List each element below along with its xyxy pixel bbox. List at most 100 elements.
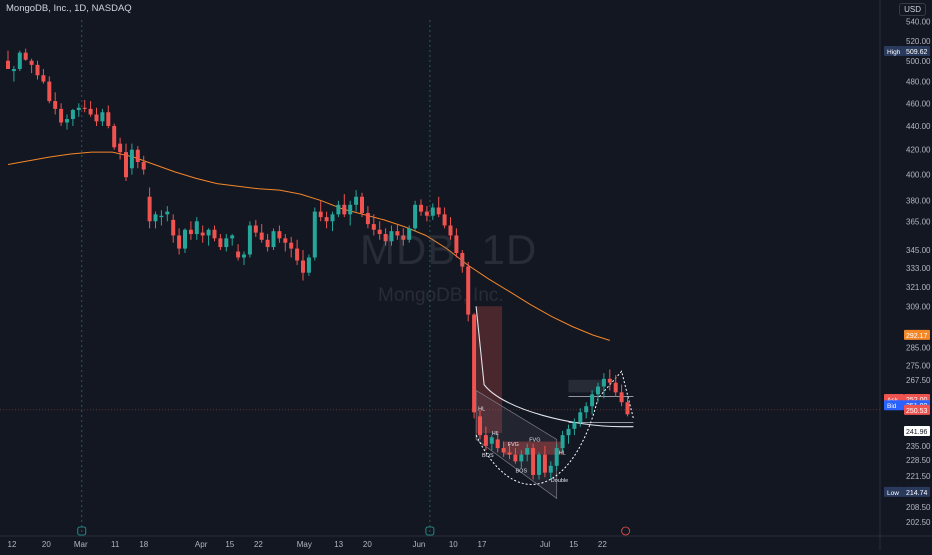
candle-body[interactable] (495, 439, 500, 449)
candle-body[interactable] (572, 422, 577, 429)
candle-body[interactable] (94, 114, 99, 122)
candle-body[interactable] (519, 454, 524, 462)
candle-body[interactable] (29, 60, 34, 65)
candle-body[interactable] (88, 108, 93, 115)
candle-body[interactable] (129, 149, 134, 169)
currency-button[interactable]: USD (899, 3, 926, 16)
candle-body[interactable] (507, 452, 512, 455)
candle-body[interactable] (607, 378, 612, 383)
candle-body[interactable] (23, 52, 28, 60)
candle-body[interactable] (171, 219, 176, 236)
candle-body[interactable] (153, 214, 158, 222)
candle-body[interactable] (106, 112, 111, 126)
candle-body[interactable] (360, 196, 364, 213)
candle-body[interactable] (283, 238, 288, 243)
candle-body[interactable] (82, 107, 87, 109)
candle-body[interactable] (513, 454, 518, 462)
candle-body[interactable] (118, 143, 123, 153)
candle-body[interactable] (383, 234, 388, 242)
candle-body[interactable] (312, 211, 317, 258)
candle-body[interactable] (236, 251, 241, 258)
candle-body[interactable] (548, 465, 553, 473)
candle-body[interactable] (365, 212, 370, 225)
candle-body[interactable] (560, 435, 565, 449)
candle-body[interactable] (501, 448, 506, 453)
candle-body[interactable] (70, 109, 75, 120)
candle-body[interactable] (619, 392, 624, 403)
candle-body[interactable] (230, 235, 235, 239)
candle-body[interactable] (554, 448, 559, 466)
candle-body[interactable] (124, 152, 128, 178)
candle-body[interactable] (76, 107, 81, 110)
candle-body[interactable] (395, 231, 400, 236)
candle-body[interactable] (212, 229, 217, 239)
candle-body[interactable] (277, 231, 282, 239)
candle-body[interactable] (401, 235, 406, 240)
candle-body[interactable] (596, 386, 600, 395)
candle-body[interactable] (454, 235, 459, 254)
candle-body[interactable] (566, 428, 571, 436)
candle-body[interactable] (177, 235, 182, 249)
candle-body[interactable] (613, 382, 618, 393)
candle-body[interactable] (472, 314, 477, 413)
interval-label[interactable]: 1D (74, 3, 87, 14)
candle-body[interactable] (224, 238, 229, 248)
candle-body[interactable] (53, 101, 58, 109)
candle-body[interactable] (183, 229, 187, 249)
candle-body[interactable] (318, 211, 323, 218)
candle-body[interactable] (531, 448, 536, 475)
candle-body[interactable] (206, 229, 211, 236)
candle-body[interactable] (407, 228, 412, 240)
candle-body[interactable] (253, 225, 258, 233)
dividend-event-icon[interactable] (621, 526, 630, 536)
candle-body[interactable] (478, 416, 482, 436)
candle-body[interactable] (413, 204, 418, 229)
candle-body[interactable] (200, 232, 205, 236)
candle-body[interactable] (65, 119, 69, 123)
candle-body[interactable] (419, 204, 423, 212)
candle-body[interactable] (448, 225, 453, 236)
earnings-event-icon[interactable] (77, 526, 87, 536)
candle-body[interactable] (466, 266, 471, 315)
candle-body[interactable] (41, 75, 46, 82)
candle-body[interactable] (342, 204, 347, 215)
candle-body[interactable] (436, 207, 441, 215)
candle-body[interactable] (460, 253, 465, 267)
candle-body[interactable] (59, 108, 64, 123)
candle-body[interactable] (11, 68, 16, 72)
candle-body[interactable] (389, 231, 394, 242)
candle-body[interactable] (100, 112, 105, 122)
candle-body[interactable] (218, 238, 223, 248)
candle-body[interactable] (301, 260, 305, 273)
candle-body[interactable] (47, 81, 52, 102)
candle-body[interactable] (330, 214, 335, 222)
candle-body[interactable] (265, 239, 270, 248)
candle-body[interactable] (542, 454, 547, 473)
candle-body[interactable] (537, 454, 541, 475)
candle-body[interactable] (625, 402, 630, 415)
candle-body[interactable] (194, 221, 199, 235)
candle-body[interactable] (247, 225, 252, 255)
candle-body[interactable] (306, 257, 311, 273)
candle-body[interactable] (336, 204, 341, 215)
candle-body[interactable] (289, 242, 294, 249)
candle-body[interactable] (271, 231, 276, 248)
candle-body[interactable] (348, 204, 353, 215)
candle-body[interactable] (147, 196, 152, 222)
candle-body[interactable] (442, 214, 447, 226)
candle-body[interactable] (112, 125, 117, 148)
symbol-name[interactable]: MongoDB, Inc. (6, 3, 69, 14)
candle-body[interactable] (354, 196, 359, 205)
candle-body[interactable] (159, 215, 164, 218)
candle-body[interactable] (377, 229, 382, 235)
candle-body[interactable] (483, 435, 488, 446)
candle-body[interactable] (489, 437, 494, 444)
candle-body[interactable] (165, 211, 170, 215)
candle-body[interactable] (371, 224, 376, 230)
candle-body[interactable] (259, 232, 264, 240)
earnings-event-icon[interactable] (425, 526, 435, 536)
candle-body[interactable] (584, 406, 589, 413)
candle-body[interactable] (135, 149, 140, 162)
